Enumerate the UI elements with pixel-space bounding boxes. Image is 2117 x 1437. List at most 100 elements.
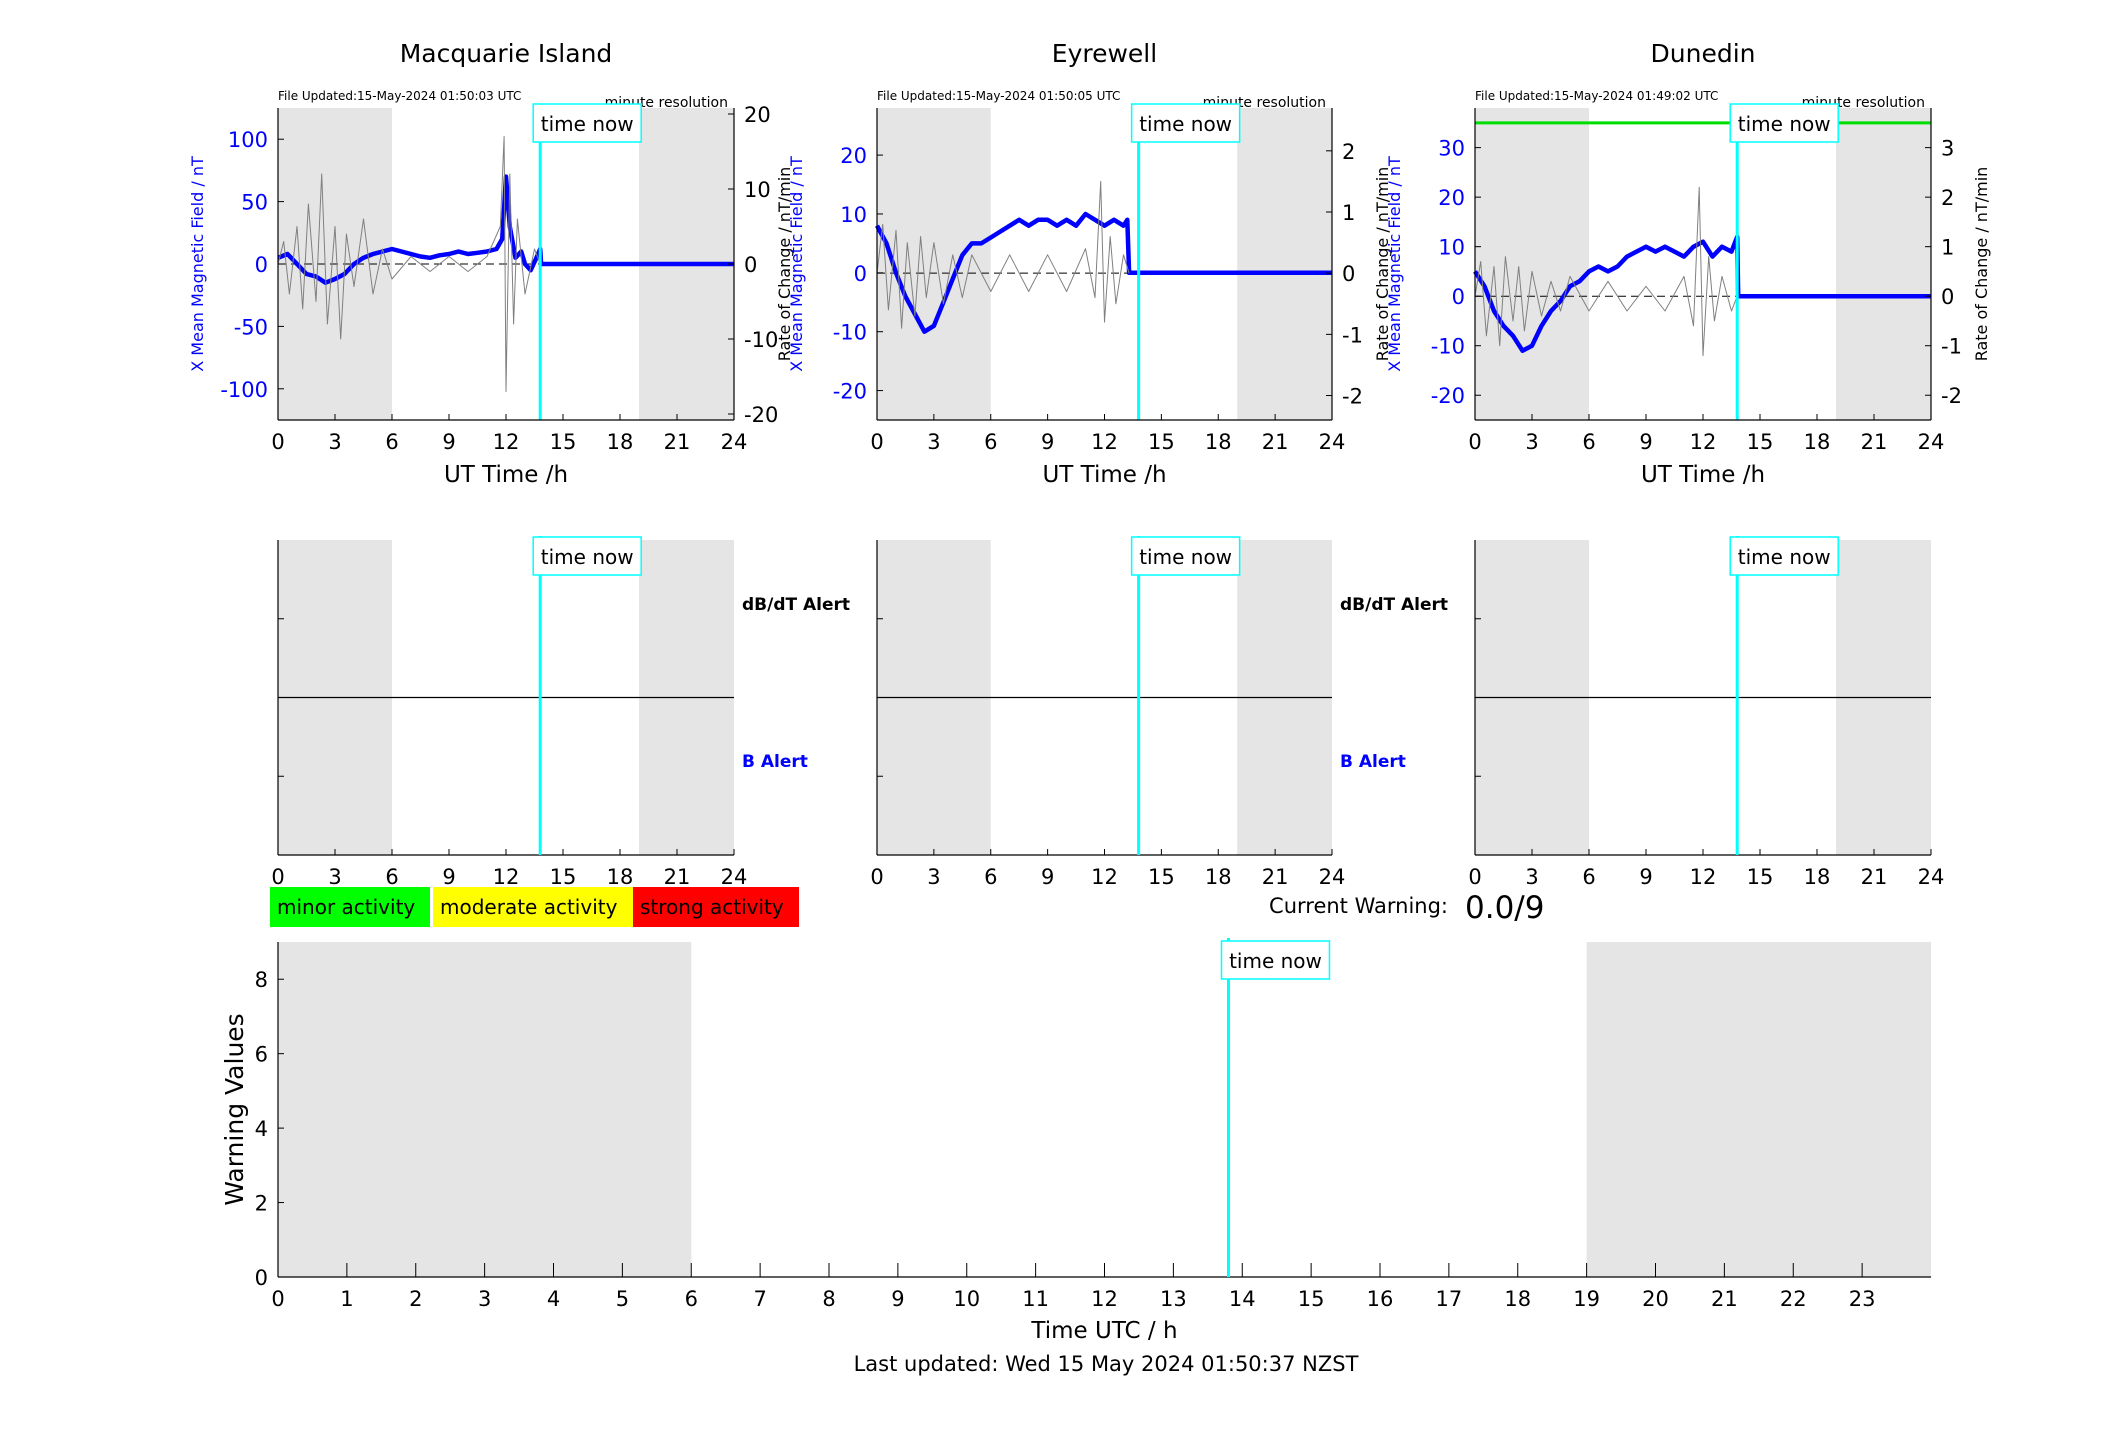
x-tick-label: 9 bbox=[891, 1287, 904, 1311]
x-axis-label: UT Time /h bbox=[1042, 462, 1166, 488]
y-right-tick-label: 20 bbox=[744, 103, 771, 127]
x-tick-label: 6 bbox=[385, 430, 398, 454]
y-left-tick-label: 20 bbox=[1438, 186, 1465, 210]
x-tick-label: 14 bbox=[1229, 1287, 1256, 1311]
file-updated-label: File Updated:15-May-2024 01:50:03 UTC bbox=[278, 89, 521, 103]
y-left-axis-label: X Mean Magnetic Field / nT bbox=[1385, 156, 1404, 372]
x-tick-label: 3 bbox=[927, 865, 940, 889]
y-right-tick-label: 10 bbox=[744, 178, 771, 202]
x-tick-label: 16 bbox=[1367, 1287, 1394, 1311]
y-right-tick-label: 0 bbox=[744, 253, 757, 277]
current-warning-value: 0.0/9 bbox=[1465, 890, 1544, 926]
x-tick-label: 18 bbox=[607, 430, 634, 454]
x-tick-label: 15 bbox=[1148, 430, 1175, 454]
x-tick-label: 1 bbox=[340, 1287, 353, 1311]
x-tick-label: 12 bbox=[493, 430, 520, 454]
night-shading bbox=[877, 108, 991, 420]
time-now-box bbox=[1130, 103, 1241, 143]
y-right-axis-label: Rate of Change / nT/min bbox=[1373, 167, 1392, 362]
x-tick-label: 24 bbox=[721, 865, 748, 889]
x-tick-label: 21 bbox=[1262, 865, 1289, 889]
y-left-axis-label: X Mean Magnetic Field / nT bbox=[188, 156, 207, 372]
night-shading bbox=[1586, 942, 1931, 1277]
x-tick-label: 6 bbox=[984, 430, 997, 454]
x-tick-label: 0 bbox=[1468, 865, 1481, 889]
y-right-axis-label: Rate of Change / nT/min bbox=[1972, 167, 1991, 362]
x-axis-label: UT Time /h bbox=[444, 462, 568, 488]
y-right-tick-label: -2 bbox=[1941, 384, 1962, 408]
dbdt-alert-label: dB/dT Alert bbox=[1340, 595, 1448, 615]
x-tick-label: 6 bbox=[685, 1287, 698, 1311]
x-tick-label: 5 bbox=[616, 1287, 629, 1311]
x-tick-label: 12 bbox=[1091, 430, 1118, 454]
station-title: Eyrewell bbox=[1052, 39, 1157, 68]
x-tick-label: 15 bbox=[1148, 865, 1175, 889]
file-updated-label: File Updated:15-May-2024 01:50:05 UTC bbox=[877, 89, 1120, 103]
x-tick-label: 0 bbox=[870, 430, 883, 454]
x-tick-label: 9 bbox=[1041, 865, 1054, 889]
time-now-label: time now bbox=[541, 545, 634, 569]
time-now-label: time now bbox=[1738, 545, 1831, 569]
y-right-tick-label: 1 bbox=[1941, 236, 1954, 260]
b-alert-label: B Alert bbox=[742, 752, 808, 772]
x-tick-label: 0 bbox=[1468, 430, 1481, 454]
x-tick-label: 17 bbox=[1436, 1287, 1463, 1311]
file-updated-label: File Updated:15-May-2024 01:49:02 UTC bbox=[1475, 89, 1718, 103]
y-left-tick-label: -50 bbox=[234, 315, 268, 339]
x-tick-label: 6 bbox=[984, 865, 997, 889]
x-tick-label: 18 bbox=[607, 865, 634, 889]
time-now-box bbox=[532, 536, 642, 576]
y-right-tick-label: -1 bbox=[1342, 323, 1363, 347]
y-left-tick-label: 0 bbox=[255, 253, 268, 277]
current-warning-label: Current Warning: bbox=[1269, 894, 1448, 918]
y-left-tick-label: 10 bbox=[1438, 236, 1465, 260]
rate-series-line bbox=[1474, 186, 1738, 357]
time-now-label: time now bbox=[1139, 112, 1232, 136]
x-tick-label: 19 bbox=[1573, 1287, 1600, 1311]
x-tick-label: 9 bbox=[1639, 430, 1652, 454]
y-right-tick-label: 2 bbox=[1941, 186, 1954, 210]
last-updated-label: Last updated: Wed 15 May 2024 01:50:37 N… bbox=[854, 1352, 1359, 1376]
x-tick-label: 23 bbox=[1849, 1287, 1876, 1311]
x-tick-label: 3 bbox=[328, 430, 341, 454]
night-shading bbox=[278, 942, 692, 1277]
x-tick-label: 24 bbox=[721, 430, 748, 454]
x-tick-label: 15 bbox=[550, 865, 577, 889]
field-series-line bbox=[1473, 234, 1931, 353]
field-series-line bbox=[277, 174, 734, 285]
y-left-tick-label: 0 bbox=[1452, 285, 1465, 309]
y-right-tick-label: -10 bbox=[744, 328, 778, 352]
night-shading bbox=[1836, 108, 1931, 420]
time-now-box bbox=[1220, 940, 1331, 980]
x-tick-label: 0 bbox=[271, 430, 284, 454]
x-tick-label: 24 bbox=[1319, 865, 1346, 889]
x-tick-label: 12 bbox=[1690, 430, 1717, 454]
x-tick-label: 18 bbox=[1504, 1287, 1531, 1311]
x-tick-label: 7 bbox=[753, 1287, 766, 1311]
y-left-tick-label: 20 bbox=[840, 144, 867, 168]
time-now-box bbox=[1729, 536, 1839, 576]
legend-label: minor activity bbox=[277, 895, 415, 919]
y-tick-label: 2 bbox=[255, 1192, 268, 1216]
y-left-tick-label: 0 bbox=[854, 262, 867, 286]
x-tick-label: 15 bbox=[1298, 1287, 1325, 1311]
x-axis-label: UT Time /h bbox=[1641, 462, 1765, 488]
y-left-tick-label: 30 bbox=[1438, 137, 1465, 161]
x-tick-label: 6 bbox=[1582, 430, 1595, 454]
y-right-tick-label: 0 bbox=[1941, 285, 1954, 309]
x-tick-label: 0 bbox=[271, 865, 284, 889]
legend-label: strong activity bbox=[640, 895, 784, 919]
x-tick-label: 21 bbox=[1861, 865, 1888, 889]
x-axis-label: Time UTC / h bbox=[1030, 1318, 1177, 1344]
x-tick-label: 4 bbox=[547, 1287, 560, 1311]
x-tick-label: 3 bbox=[1525, 865, 1538, 889]
x-tick-label: 0 bbox=[870, 865, 883, 889]
x-tick-label: 10 bbox=[953, 1287, 980, 1311]
x-tick-label: 9 bbox=[1041, 430, 1054, 454]
y-left-tick-label: -100 bbox=[220, 378, 268, 402]
y-left-tick-label: 100 bbox=[228, 128, 268, 152]
station-title: Macquarie Island bbox=[400, 39, 613, 68]
y-left-tick-label: -20 bbox=[833, 380, 867, 404]
time-now-box bbox=[1130, 536, 1241, 576]
